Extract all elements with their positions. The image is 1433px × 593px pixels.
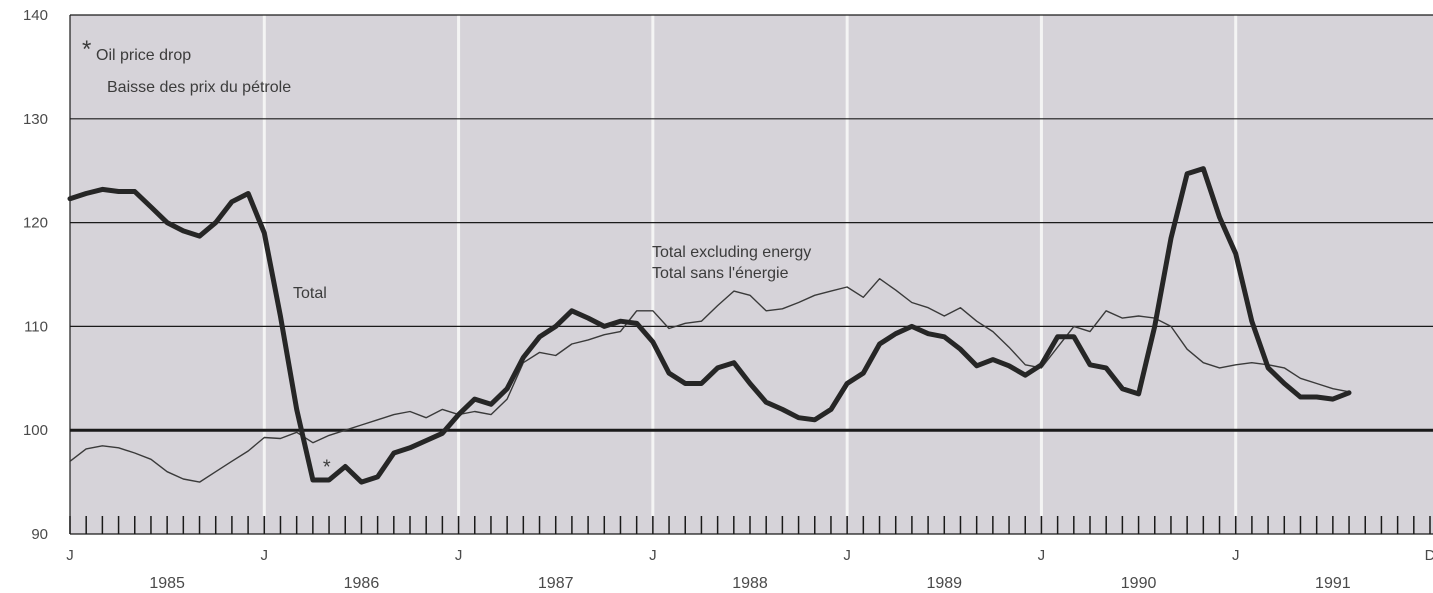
y-tick-label: 90 [31,526,48,543]
x-month-label: J [455,547,463,564]
x-year-label: 1985 [149,575,185,592]
excl-energy-label: Total excluding energy [652,244,811,261]
vertical-gridlines [262,15,1238,516]
oil-price-drop-label-fr: Baisse des prix du pétrole [107,79,291,96]
x-month-label: J [66,547,74,564]
horizontal-gridlines [69,14,1433,535]
asterisk-legend: * [82,36,91,63]
x-month-label: J [261,547,269,564]
x-month-label: J [649,547,657,564]
y-tick-label: 110 [24,318,48,335]
x-year-label: 1991 [1315,575,1351,592]
series-total-line [67,166,1352,485]
month-tick-marks [69,516,1431,534]
annotations: * Oil price drop Baisse des prix du pétr… [82,36,811,478]
x-year-label: 1987 [538,575,574,592]
oil-price-drop-label: Oil price drop [96,47,191,64]
x-month-label: J [1038,547,1046,564]
excl-energy-label-fr: Total sans l'énergie [652,265,789,282]
oil-price-drop-asterisk: * [323,456,331,478]
x-year-label: 1986 [344,575,380,592]
x-month-label: J [843,547,851,564]
y-tick-label: 120 [23,215,48,232]
y-axis-labels: 90 100 110 120 130 140 [23,7,48,543]
x-year-label: 1989 [926,575,962,592]
y-tick-label: 100 [23,422,48,439]
series-excl-energy-line [69,278,1350,483]
total-series-label: Total [293,285,327,302]
x-month-label: D [1425,547,1433,564]
x-axis-year-labels: 1985 1986 1987 1988 1989 1990 1991 [149,575,1350,592]
x-year-label: 1990 [1121,575,1157,592]
series-layer [67,166,1352,485]
plot-area [70,15,1433,534]
y-tick-label: 130 [23,111,48,128]
x-month-label: J [1232,547,1240,564]
x-year-label: 1988 [732,575,768,592]
y-tick-label: 140 [23,7,48,24]
